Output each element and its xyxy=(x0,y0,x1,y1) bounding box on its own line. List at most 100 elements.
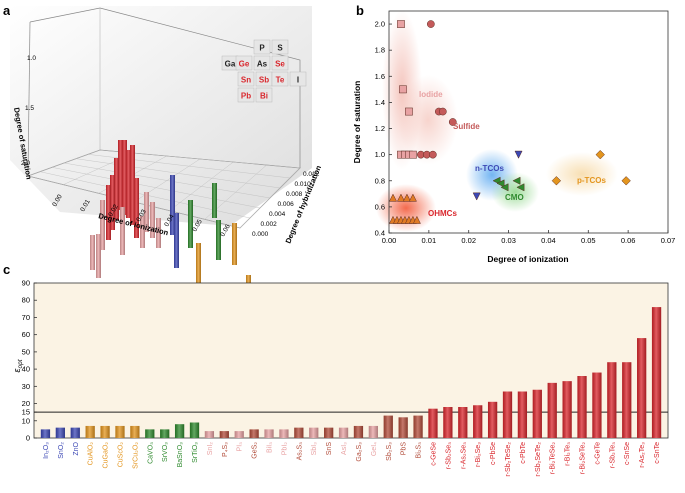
point-p-tcos xyxy=(621,176,631,186)
bar-shade xyxy=(145,429,155,438)
bar-shade xyxy=(40,429,51,438)
category-label: PbI₂ xyxy=(281,442,288,456)
category-label: r-Sb₂SeTe₂ xyxy=(535,442,542,477)
x-tick-label: 0.01 xyxy=(422,236,437,245)
category-label: CaVO₃ xyxy=(147,442,154,464)
bar-shade xyxy=(55,427,65,438)
y-tick-label: 60 xyxy=(22,330,30,339)
element-symbol: P xyxy=(259,44,265,53)
bar-3d-shade xyxy=(122,140,127,215)
point-iodide xyxy=(409,150,417,159)
category-label: CuAlO₂ xyxy=(88,442,95,466)
point-sulfide xyxy=(448,118,457,126)
bar-3d-shade xyxy=(212,183,217,218)
element-symbol: S xyxy=(277,44,283,53)
y-tick-label: 0.012 xyxy=(303,171,320,178)
label-ohmc: OHMCs xyxy=(428,209,457,218)
point-ohmcs xyxy=(388,193,397,202)
y-tick-label: 1.0 xyxy=(375,150,385,159)
bar-shade xyxy=(353,425,364,438)
element-cell xyxy=(289,71,307,87)
panel-c-plot-frame xyxy=(33,282,669,439)
x-tick-label: 0.00 xyxy=(382,236,397,245)
bar-3d-shade xyxy=(118,140,123,210)
category-label: SnI₂ xyxy=(207,442,214,456)
bar-shade xyxy=(398,417,408,438)
sulfide-glow xyxy=(398,75,458,165)
y-tick-label: 20 xyxy=(22,399,30,408)
bar-shade xyxy=(577,376,587,438)
panel-c-ylabel: εopt xyxy=(12,358,24,372)
bar-3d-shade xyxy=(140,216,145,248)
bar-shade xyxy=(592,372,602,438)
y-tick-label: 0.006 xyxy=(278,201,295,208)
bar-3d-shade xyxy=(96,234,101,278)
category-label: c-SnTe xyxy=(654,442,661,464)
category-label: P₄S₃ xyxy=(222,442,229,457)
element-symbol: Te xyxy=(276,76,285,85)
y-tick-label: 10 xyxy=(22,416,30,425)
bar-shade xyxy=(547,382,557,438)
category-label: c-PbSe xyxy=(490,442,497,465)
element-cell xyxy=(235,55,253,71)
bar-3d-shade xyxy=(188,200,193,248)
y-tick-label: 0.008 xyxy=(286,191,303,198)
category-label: SbI₃ xyxy=(311,442,318,456)
ohmc-glow xyxy=(376,184,436,232)
element-symbol: Bi xyxy=(260,92,268,101)
category-label: c-GeTe xyxy=(594,442,601,465)
y-tick-label: 0.8 xyxy=(375,176,385,185)
category-label: GeI₄ xyxy=(371,442,378,456)
panel-b-axes: 0.00 0.01 0.02 0.03 0.04 0.05 0.06 0.07 0.4 0.6 0.… xyxy=(375,20,676,245)
y-tick-label: 1.6 xyxy=(375,72,385,81)
bar-shade xyxy=(502,391,513,438)
y-tick-label: 30 xyxy=(22,382,30,391)
point-cmo xyxy=(500,183,509,192)
point-iodide xyxy=(397,20,405,28)
element-symbol: Pb xyxy=(241,92,251,101)
element-symbol: I xyxy=(297,76,299,85)
category-label: PI₃ xyxy=(237,442,244,452)
floor-grid-line xyxy=(239,167,301,229)
bar-shade xyxy=(249,429,259,438)
category-label: SrCu₂O₂ xyxy=(132,442,139,469)
category-label: BaSnO₃ xyxy=(177,442,184,468)
y-tick-label: 0.002 xyxy=(261,221,278,228)
panel-a-box-edge xyxy=(27,21,31,177)
panel-a-back-wall xyxy=(10,6,312,226)
panel-a-box-edge xyxy=(29,7,301,168)
y-tick-label: 0.010 xyxy=(295,181,312,188)
category-label: c-SnSe xyxy=(624,442,631,465)
x-tick-label: 0.03 xyxy=(501,236,516,245)
z-tick-label: 1.0 xyxy=(27,55,36,62)
bar-3d-shade xyxy=(232,223,237,265)
element-cell xyxy=(271,71,289,87)
bar-shade xyxy=(294,427,304,438)
bar-shade xyxy=(443,407,453,438)
category-label: SnO₂ xyxy=(58,442,65,459)
category-label: Ga₂S₃ xyxy=(356,442,363,462)
y-tick-label: 0.004 xyxy=(269,211,286,218)
category-label: BiI₃ xyxy=(267,442,274,453)
bar-shade xyxy=(115,425,125,438)
point-sulfide xyxy=(438,107,447,116)
panel-label-b: b xyxy=(356,3,364,18)
y-tick-label: 0 xyxy=(26,434,30,443)
bar-shade xyxy=(637,338,647,438)
panel-label-a: a xyxy=(3,3,11,18)
bar-shade xyxy=(100,425,110,438)
point-p-tcos xyxy=(595,149,605,160)
element-symbol: As xyxy=(257,60,268,69)
x-tick-label: 0.06 xyxy=(621,236,636,245)
bar-3d-shade xyxy=(156,218,161,248)
bar-shade xyxy=(85,425,95,438)
bar-3d-shade xyxy=(174,213,179,268)
category-label: GeS₂ xyxy=(252,442,259,459)
bar-3d-shade xyxy=(120,207,125,255)
element-cell xyxy=(237,71,255,87)
panel-label-c: c xyxy=(3,262,10,277)
category-label: ZnO xyxy=(73,441,80,455)
category-label: SrVO₃ xyxy=(162,442,169,462)
category-label: r-Bi₂TeSe₂ xyxy=(550,442,557,475)
